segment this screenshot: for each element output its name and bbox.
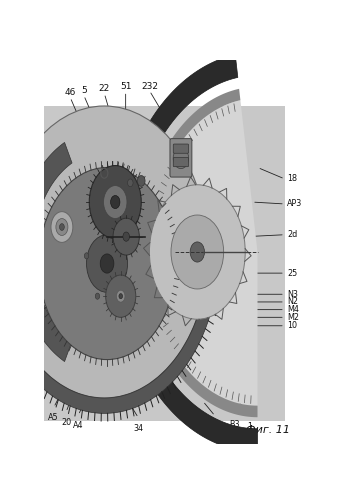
Circle shape xyxy=(113,218,139,255)
Circle shape xyxy=(110,196,120,209)
Text: 34: 34 xyxy=(133,424,144,433)
Circle shape xyxy=(103,186,127,219)
Text: 25: 25 xyxy=(287,268,297,277)
Circle shape xyxy=(127,179,133,187)
Bar xyxy=(44,106,285,421)
Text: N3: N3 xyxy=(287,290,298,299)
Text: 10: 10 xyxy=(287,321,297,330)
Polygon shape xyxy=(0,121,218,413)
Text: M2: M2 xyxy=(287,313,299,322)
Text: 18: 18 xyxy=(287,175,297,184)
Text: AP3: AP3 xyxy=(287,200,302,209)
Text: 2d: 2d xyxy=(287,230,297,239)
Circle shape xyxy=(171,215,224,289)
FancyBboxPatch shape xyxy=(173,158,189,167)
Circle shape xyxy=(119,293,122,299)
Circle shape xyxy=(95,293,100,299)
FancyBboxPatch shape xyxy=(173,144,189,153)
Text: M: M xyxy=(197,424,203,433)
Circle shape xyxy=(100,254,114,273)
Circle shape xyxy=(60,224,64,231)
Circle shape xyxy=(123,232,130,241)
Text: 42: 42 xyxy=(210,422,220,431)
Circle shape xyxy=(137,176,145,186)
Text: 5: 5 xyxy=(81,86,87,95)
Text: 22: 22 xyxy=(99,84,110,93)
Circle shape xyxy=(51,212,73,243)
Circle shape xyxy=(89,166,141,239)
Text: N2: N2 xyxy=(287,297,298,306)
Polygon shape xyxy=(115,55,257,452)
Circle shape xyxy=(116,290,125,302)
Circle shape xyxy=(149,185,245,319)
Circle shape xyxy=(190,242,204,262)
Text: A5: A5 xyxy=(48,413,59,422)
Circle shape xyxy=(106,275,136,317)
Text: A4: A4 xyxy=(73,421,84,430)
Circle shape xyxy=(38,168,175,360)
Text: 46: 46 xyxy=(65,88,76,97)
Circle shape xyxy=(56,219,68,236)
Text: 232: 232 xyxy=(141,82,158,91)
Circle shape xyxy=(86,235,127,292)
Text: Фиг. 11: Фиг. 11 xyxy=(246,425,291,435)
Polygon shape xyxy=(148,100,258,406)
Circle shape xyxy=(173,147,189,169)
Circle shape xyxy=(84,253,89,259)
Polygon shape xyxy=(140,89,257,417)
Text: 1: 1 xyxy=(247,422,252,431)
Polygon shape xyxy=(17,142,72,362)
Text: M4: M4 xyxy=(287,305,299,314)
Bar xyxy=(44,60,318,121)
Circle shape xyxy=(0,106,208,398)
Text: B3: B3 xyxy=(229,420,239,429)
Text: 20: 20 xyxy=(61,418,71,427)
FancyBboxPatch shape xyxy=(170,139,192,177)
Text: 51: 51 xyxy=(120,82,131,91)
